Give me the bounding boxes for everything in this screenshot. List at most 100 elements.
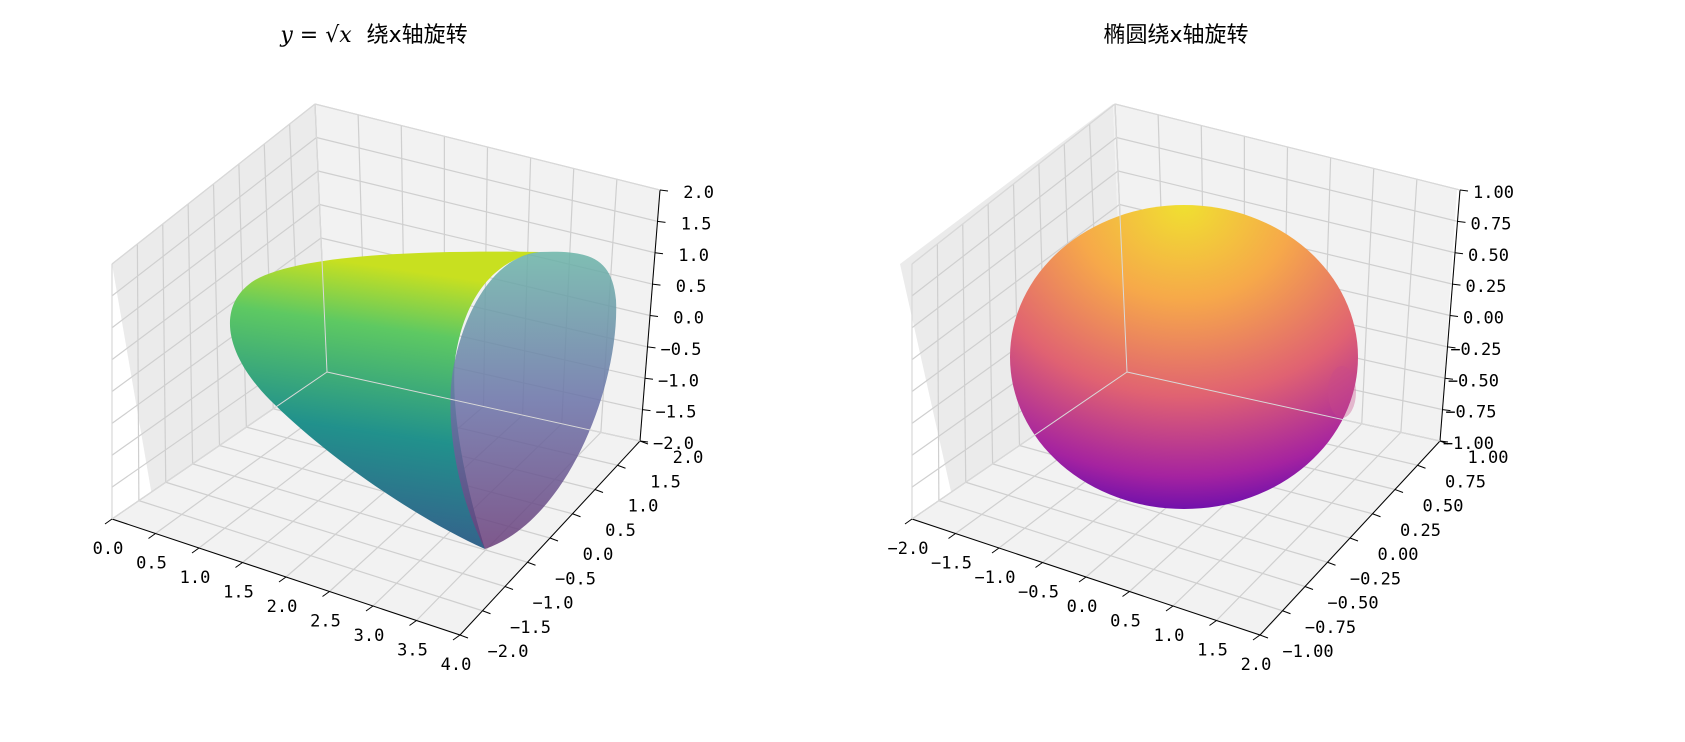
z-tick-label: 0.25 — [1466, 277, 1507, 297]
z-tick-label: 0.00 — [1463, 309, 1504, 329]
y-tick-label: 0.25 — [1400, 521, 1441, 541]
y-tick-label: 0.5 — [605, 521, 636, 541]
pane-edge — [1114, 103, 1128, 373]
x-tick — [322, 591, 330, 597]
z-tick-label: −0.25 — [1450, 340, 1501, 360]
x-tick — [1252, 634, 1261, 641]
x-tick — [104, 518, 113, 525]
y-tick — [459, 634, 469, 639]
z-tick-label: 1.0 — [678, 246, 709, 266]
y-tick — [1394, 489, 1404, 493]
x-tick-label: 3.0 — [354, 626, 385, 646]
pane-edge — [314, 103, 328, 373]
y-tick — [1259, 634, 1269, 639]
y-tick-label: 0.75 — [1445, 472, 1486, 492]
y-tick-label: 1.0 — [628, 497, 659, 517]
x-gridline-wall — [1400, 179, 1418, 433]
x-tick — [148, 533, 156, 539]
z-tick — [1447, 346, 1456, 349]
z-gridline-left — [911, 170, 1119, 329]
z-tick — [1454, 252, 1464, 255]
y-tick — [482, 610, 491, 615]
z-tick — [649, 315, 659, 317]
x-tick — [1209, 620, 1217, 626]
y-tick-label: 1.5 — [650, 472, 681, 492]
x-tick — [904, 518, 913, 525]
z-tick — [654, 252, 664, 255]
pane-edge — [326, 371, 641, 442]
x-tick-label: 1.0 — [180, 568, 211, 588]
right-subplot: −2.0 −1.00 −1.00 −1.5 −0.75 −0.75 −1.0 −0.50 −0.… — [888, 23, 1514, 675]
x-tick-label: 4.0 — [441, 655, 472, 675]
x-tick — [1078, 576, 1087, 583]
y-tick-label: −1.5 — [510, 618, 551, 638]
z-tick — [1452, 283, 1461, 286]
y-tick — [639, 440, 649, 445]
left-title-text: 绕x轴旋转 — [367, 23, 468, 48]
y-tick-label: 0.50 — [1423, 497, 1464, 517]
z-tick — [659, 189, 669, 192]
pane-edge — [314, 103, 661, 191]
x-tick-label: 0.0 — [1067, 597, 1098, 617]
left-surface — [229, 251, 617, 549]
z-tick-label: −2.0 — [653, 434, 694, 454]
x-tick-label: 3.5 — [397, 641, 428, 661]
x-tick — [278, 576, 287, 583]
z-tick-label: −1.0 — [658, 371, 699, 391]
z-tick-label: 1.00 — [1473, 183, 1514, 203]
z-tick — [1449, 315, 1459, 317]
z-tick — [657, 220, 666, 223]
y-tick — [617, 464, 626, 469]
z-tick — [1459, 189, 1469, 192]
x-gridline-floor — [1216, 431, 1402, 621]
z-tick-label: 1.5 — [681, 214, 712, 234]
y-tick — [572, 513, 581, 518]
right-tick-labels: −2.0 −1.00 −1.00 −1.5 −0.75 −0.75 −1.0 −0.50 −0.… — [888, 183, 1514, 675]
x-tick-label: −0.5 — [1018, 583, 1059, 603]
x-tick-label: 2.0 — [1241, 655, 1272, 675]
x-tick — [1035, 562, 1043, 568]
y-tick-label: 0.00 — [1378, 545, 1419, 565]
x-tick-label: 2.0 — [267, 597, 298, 617]
z-tick — [647, 346, 656, 349]
x-tick-label: 0.5 — [136, 554, 167, 574]
x-tick-label: 0.0 — [93, 539, 124, 559]
y-tick-label: −0.50 — [1327, 594, 1378, 614]
z-gridline-left — [111, 137, 317, 297]
z-gridline-left — [911, 137, 1117, 297]
x-tick-label: −1.5 — [931, 554, 972, 574]
left-title: y = √x 绕x轴旋转 — [279, 23, 467, 48]
y-tick — [1372, 513, 1381, 518]
y-tick-label: 2.0 — [673, 448, 704, 468]
z-tick-label: 0.50 — [1468, 246, 1509, 266]
y-tick-label: −0.75 — [1305, 618, 1356, 638]
pane-edge — [1114, 103, 1461, 191]
z-gridline-right — [1117, 170, 1456, 254]
y-tick-label: −2.0 — [488, 642, 529, 662]
z-gridline-right — [1116, 136, 1458, 222]
y-tick-label: −0.5 — [555, 569, 596, 589]
z-tick — [652, 283, 661, 286]
z-gridline-left — [111, 237, 322, 392]
z-tick-label: −0.5 — [661, 340, 702, 360]
z-gridline-left — [111, 204, 320, 361]
left-tick-labels: 0.0 −2.0 −2.0 0.5 −1.5 −1.5 1.0 −1.0 −1.0 1.5 −0.5… — [93, 183, 714, 675]
z-tick-label: −1.5 — [656, 403, 697, 423]
x-tick-label: 2.5 — [310, 612, 341, 632]
z-tick-label: −1.00 — [1443, 434, 1494, 454]
y-tick — [1349, 537, 1359, 542]
y-tick — [1417, 464, 1426, 469]
x-tick — [452, 634, 461, 641]
paraboloid-cap — [450, 251, 617, 549]
z-gridline-right — [316, 136, 658, 222]
z-tick-label: −0.50 — [1448, 371, 1499, 391]
right-surface — [1010, 205, 1358, 509]
z-tick-label: 0.0 — [673, 309, 704, 329]
y-tick-label: −1.00 — [1282, 642, 1333, 662]
x-tick — [235, 562, 243, 568]
x-tick — [991, 547, 1000, 554]
z-tick-label: 0.75 — [1471, 214, 1512, 234]
z-tick-label: −0.75 — [1445, 403, 1496, 423]
left-title-math: y = √x — [279, 23, 352, 48]
